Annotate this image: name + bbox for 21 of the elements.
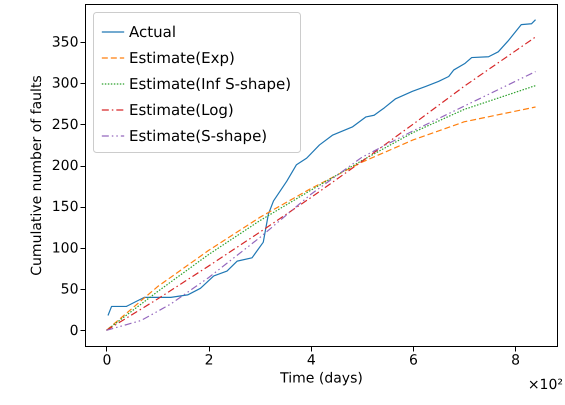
legend-label: Actual xyxy=(129,23,176,41)
x-tick-label: 0 xyxy=(102,352,112,368)
x-tick-label: 6 xyxy=(408,352,418,368)
y-tick-label: 350 xyxy=(52,34,78,50)
legend-label: Estimate(Log) xyxy=(129,101,234,119)
x-tick-label: 8 xyxy=(511,352,520,368)
y-tick-label: 250 xyxy=(52,116,78,133)
legend-label: Estimate(S-shape) xyxy=(129,127,268,145)
y-tick-label: 100 xyxy=(52,240,78,256)
y-tick-label: 50 xyxy=(60,282,78,298)
text: ×10² xyxy=(528,377,563,393)
x-tick-label: 2 xyxy=(204,352,214,368)
x-tick-label: 4 xyxy=(306,352,316,368)
y-axis-title: Cumulative number of faults xyxy=(28,75,45,276)
y-tick-label: 300 xyxy=(52,76,78,92)
y-tick-label: 200 xyxy=(52,158,78,174)
x-axis-title: Time (days) xyxy=(279,370,363,386)
y-tick-label: 150 xyxy=(52,199,78,216)
legend-label: Estimate(Exp) xyxy=(129,49,235,67)
legend-label: Estimate(Inf S-shape) xyxy=(129,75,292,93)
y-tick-label: 0 xyxy=(70,322,78,339)
